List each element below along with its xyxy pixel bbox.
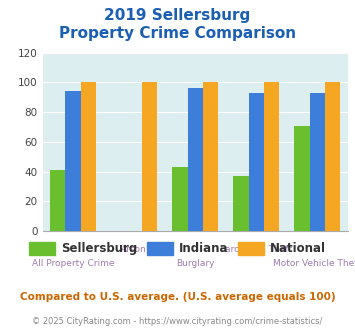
Text: 2019 Sellersburg: 2019 Sellersburg — [104, 8, 251, 23]
Bar — [142, 82, 157, 231]
Bar — [66, 91, 81, 231]
Bar — [50, 170, 66, 231]
Bar — [234, 176, 248, 231]
Bar — [248, 93, 264, 231]
Bar — [203, 82, 218, 231]
Text: Arson: Arson — [121, 245, 147, 254]
Text: Compared to U.S. average. (U.S. average equals 100): Compared to U.S. average. (U.S. average … — [20, 292, 335, 302]
Text: Motor Vehicle Theft: Motor Vehicle Theft — [273, 259, 355, 268]
Text: © 2025 CityRating.com - https://www.cityrating.com/crime-statistics/: © 2025 CityRating.com - https://www.city… — [32, 317, 323, 326]
Bar — [188, 88, 203, 231]
Bar — [81, 82, 96, 231]
Text: Property Crime Comparison: Property Crime Comparison — [59, 26, 296, 41]
Bar — [173, 167, 187, 231]
Bar — [310, 93, 325, 231]
Bar — [294, 125, 310, 231]
Text: Larceny & Theft: Larceny & Theft — [220, 245, 293, 254]
Bar — [325, 82, 340, 231]
Text: Burglary: Burglary — [176, 259, 214, 268]
Bar — [264, 82, 279, 231]
Text: All Property Crime: All Property Crime — [32, 259, 114, 268]
Legend: Sellersburg, Indiana, National: Sellersburg, Indiana, National — [24, 237, 331, 260]
